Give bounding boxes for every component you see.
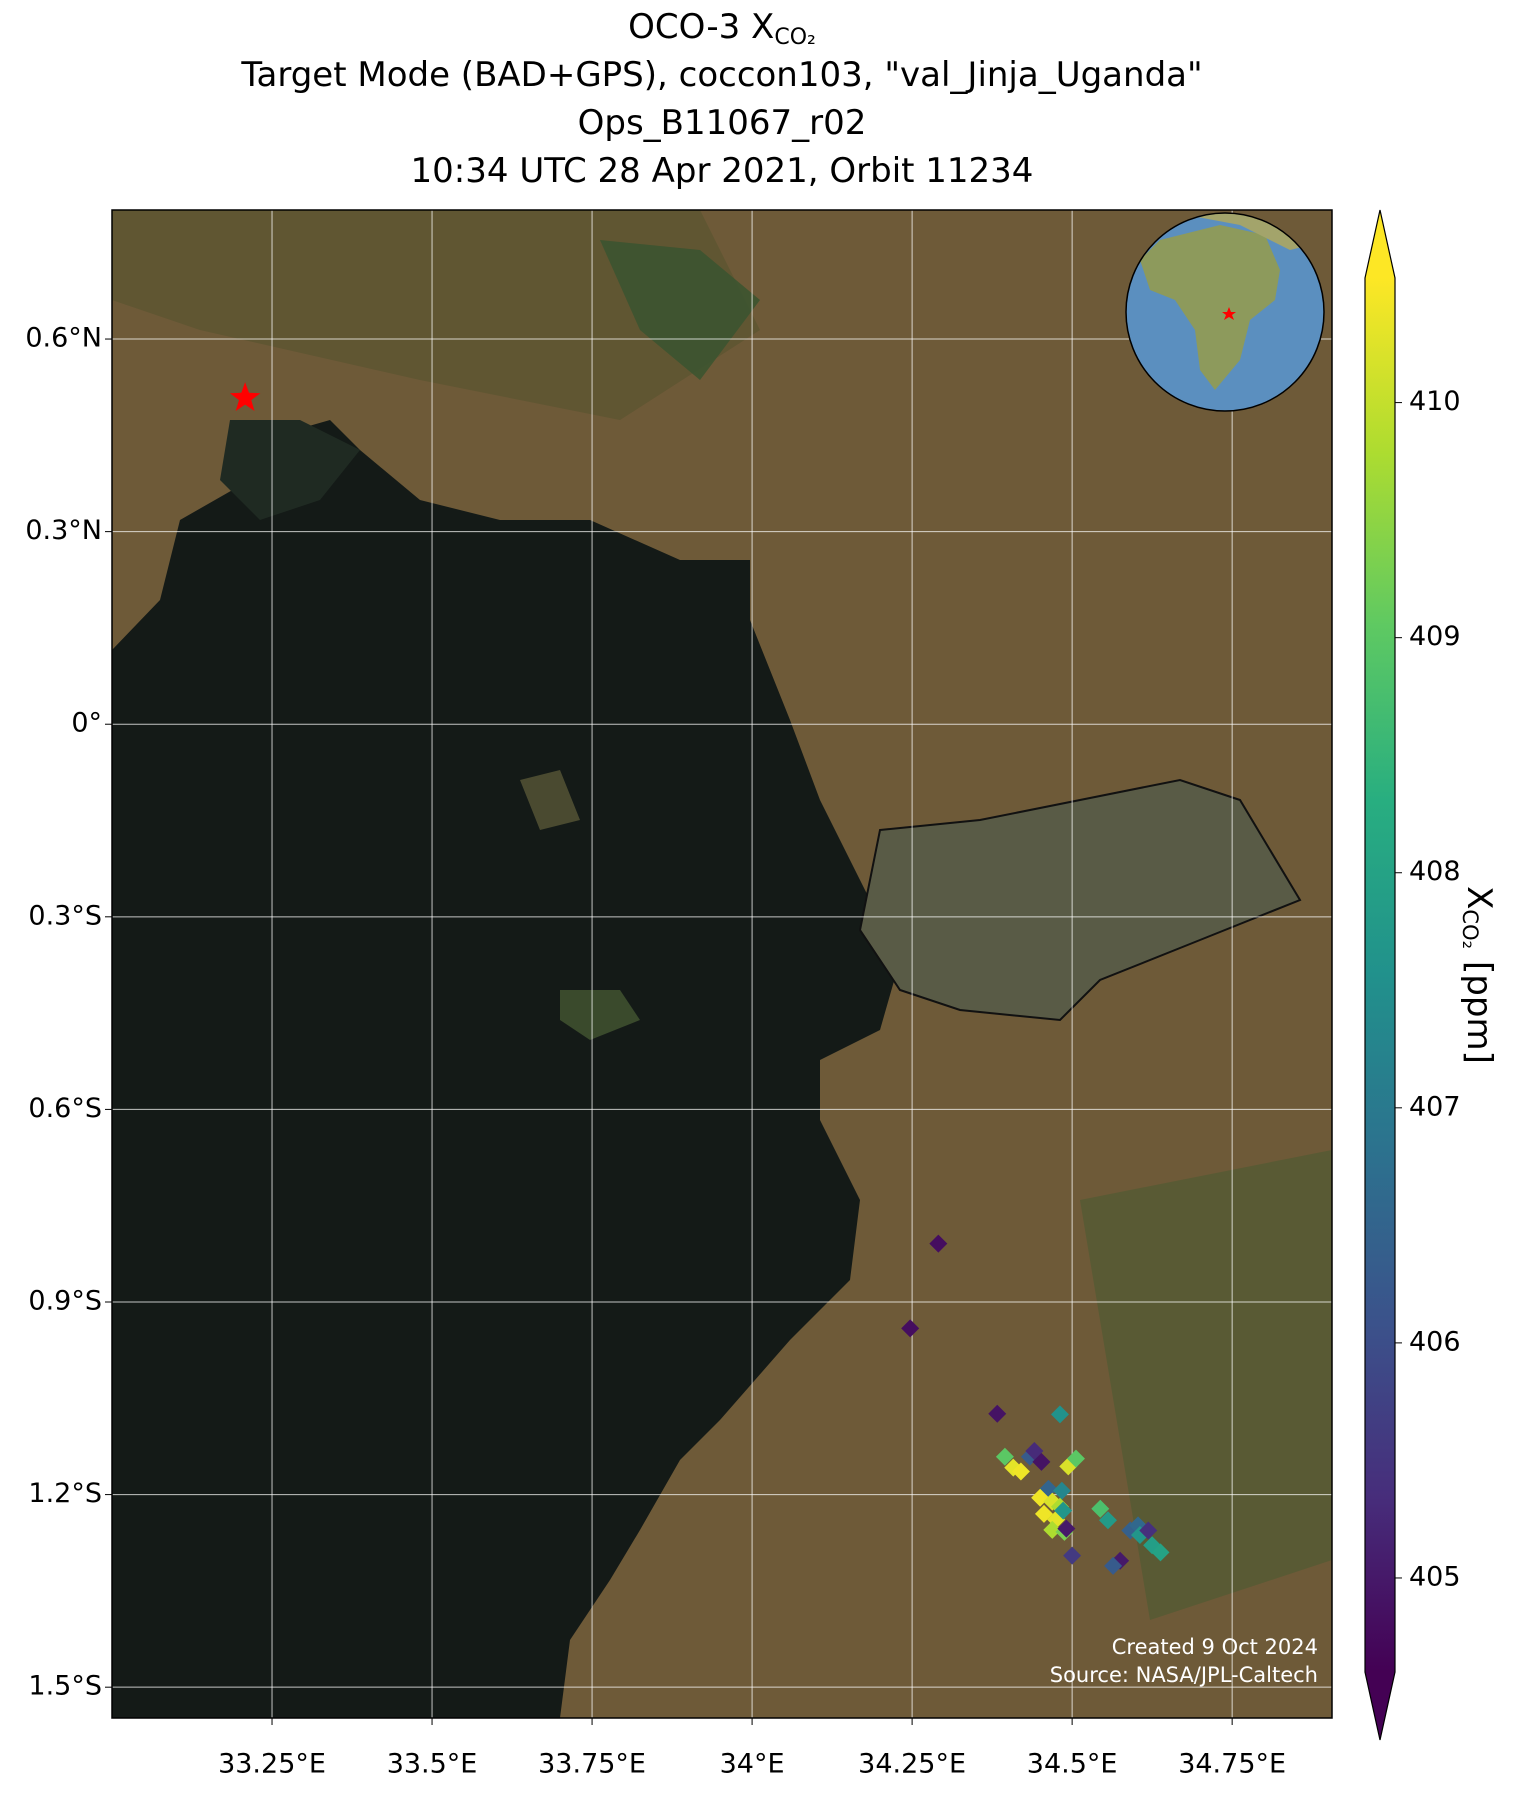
y-tick-label: 0.9°S (28, 1286, 102, 1317)
y-tick-label: 0° (71, 708, 102, 739)
colorbar-tick-label: 409 (1409, 621, 1461, 652)
lake-victoria (112, 420, 900, 1718)
title-line: Ops_B11067_r02 (578, 103, 867, 143)
title-subscript: CO₂ (774, 25, 816, 50)
satellite-background (112, 210, 1332, 1718)
xco2-footprint (1091, 1499, 1110, 1518)
inset-globe (1125, 212, 1325, 412)
colorbar-tick-label: 408 (1409, 856, 1461, 887)
title-line: 10:34 UTC 28 Apr 2021, Orbit 11234 (411, 151, 1034, 191)
island (520, 770, 580, 830)
globe-africa (1140, 225, 1280, 390)
xco2-footprint (1011, 1462, 1030, 1481)
title-line: OCO-3 XCO₂ (628, 7, 816, 51)
xco2-footprint (1054, 1501, 1073, 1520)
colorbar-label-unit: [ppm] (1460, 961, 1500, 1064)
wetland (600, 240, 760, 380)
x-tick-label: 33.75°E (538, 1749, 646, 1780)
site-marker (229, 382, 261, 411)
xco2-footprint (901, 1319, 920, 1338)
title-text: Ops_B11067_r02 (578, 103, 867, 143)
title-text: Target Mode (BAD+GPS), coccon103, "val_J… (240, 55, 1202, 95)
globe-site-star (1222, 307, 1236, 320)
xco2-footprint (995, 1447, 1014, 1466)
xco2-footprint (929, 1234, 948, 1253)
colorbar-body (1365, 278, 1395, 1672)
x-tick-label: 33.25°E (218, 1749, 326, 1780)
colorbar-label-sub: CO₂ (1458, 909, 1482, 949)
title-text: OCO-3 X (628, 7, 774, 47)
colorbar-tick-label: 407 (1409, 1091, 1461, 1122)
credit: Source: NASA/JPL-Caltech (1050, 1663, 1318, 1687)
colorbar-extend-top (1365, 210, 1395, 278)
y-tick-label: 0.3°S (28, 900, 102, 931)
xco2-footprint (1052, 1481, 1071, 1500)
colorbar: 405 406 407 408 409 410 XCO₂ [ppm] (1364, 209, 1500, 1741)
x-tick-label: 34°E (720, 1749, 785, 1780)
xco2-footprint (1066, 1449, 1085, 1468)
xco2-footprint (1151, 1543, 1170, 1562)
x-tick-label: 34.5°E (1027, 1749, 1118, 1780)
island (560, 990, 640, 1040)
y-tick-label: 0.6°N (25, 323, 102, 354)
y-tick-label: 1.5°S (28, 1671, 102, 1702)
globe-outline (1125, 212, 1325, 412)
xco2-footprint (1057, 1519, 1076, 1538)
land-shade (1080, 1150, 1332, 1620)
y-tick-label: 0.3°N (25, 515, 102, 546)
y-tick-label: 1.2°S (28, 1478, 102, 1509)
colorbar-label: XCO₂ [ppm] (1458, 886, 1500, 1064)
xco2-footprint (1043, 1520, 1062, 1539)
land-shade (112, 210, 760, 420)
colorbar-outline (1364, 209, 1396, 1741)
colorbar-label-main: X (1460, 886, 1500, 909)
title-line: Target Mode (BAD+GPS), coccon103, "val_J… (240, 55, 1202, 95)
data-points (901, 1234, 1170, 1575)
xco2-footprint (1063, 1546, 1082, 1565)
colorbar-tick-label: 406 (1409, 1326, 1461, 1357)
xco2-footprint (1050, 1405, 1069, 1424)
map-frame (111, 209, 1333, 1719)
x-tick-label: 34.25°E (858, 1749, 966, 1780)
xco2-footprint (1104, 1556, 1123, 1575)
colorbar-tick-label: 405 (1409, 1561, 1461, 1592)
xco2-footprint (1032, 1452, 1051, 1471)
xco2-footprint (1098, 1511, 1117, 1530)
x-tick-label: 33.5°E (387, 1749, 478, 1780)
xco2-footprint (988, 1404, 1007, 1423)
y-tick-label: 0.6°S (28, 1093, 102, 1124)
colorbar-tick-label: 410 (1409, 386, 1461, 417)
bay (220, 420, 360, 520)
xco2-footprint (1139, 1521, 1158, 1540)
title-text: 10:34 UTC 28 Apr 2021, Orbit 11234 (411, 151, 1034, 191)
x-tick-label: 34.75°E (1178, 1749, 1286, 1780)
colorbar-extend-bottom (1365, 1672, 1395, 1740)
winam-gulf (858, 778, 1302, 1022)
credit: Created 9 Oct 2024 (1112, 1635, 1318, 1659)
